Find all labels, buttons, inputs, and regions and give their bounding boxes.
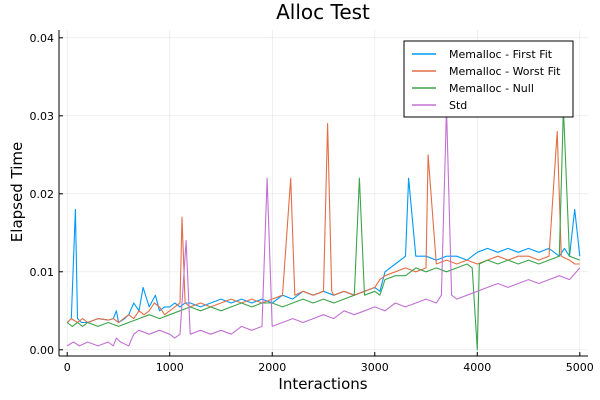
y-axis-label: Elapsed Time xyxy=(8,142,26,242)
y-tick-label: 0.01 xyxy=(30,266,55,279)
chart-title: Alloc Test xyxy=(276,0,370,24)
axes xyxy=(58,30,588,357)
x-tick-label: 0 xyxy=(64,361,71,374)
series-lines xyxy=(66,107,581,351)
x-tick-label: 1000 xyxy=(156,361,184,374)
tick-labels: 0 1000 2000 3000 4000 5000 0.00 0.01 0.02 0.03 0.0… xyxy=(30,32,594,374)
legend: Memalloc - First Fit Memalloc - Worst Fit… xyxy=(403,40,574,118)
y-tick-label: 0.03 xyxy=(30,110,55,123)
legend-entry-label: Std xyxy=(449,99,467,112)
legend-entry-label: Memalloc - Null xyxy=(449,82,534,95)
series-line-1 xyxy=(66,177,581,324)
x-tick-label: 5000 xyxy=(566,361,594,374)
legend-entry-label: Memalloc - First Fit xyxy=(449,48,553,61)
series-line-2 xyxy=(66,123,580,324)
legend-entry-label: Memalloc - Worst Fit xyxy=(449,65,561,78)
x-axis-label: Interactions xyxy=(278,375,367,393)
y-tick-label: 0.04 xyxy=(30,32,55,45)
y-tick-label: 0.00 xyxy=(30,344,55,357)
series-line-3 xyxy=(66,107,580,351)
series-line-4 xyxy=(66,107,581,347)
x-tick-label: 2000 xyxy=(258,361,286,374)
x-tick-label: 4000 xyxy=(463,361,491,374)
x-tick-label: 3000 xyxy=(361,361,389,374)
y-tick-label: 0.02 xyxy=(30,188,55,201)
